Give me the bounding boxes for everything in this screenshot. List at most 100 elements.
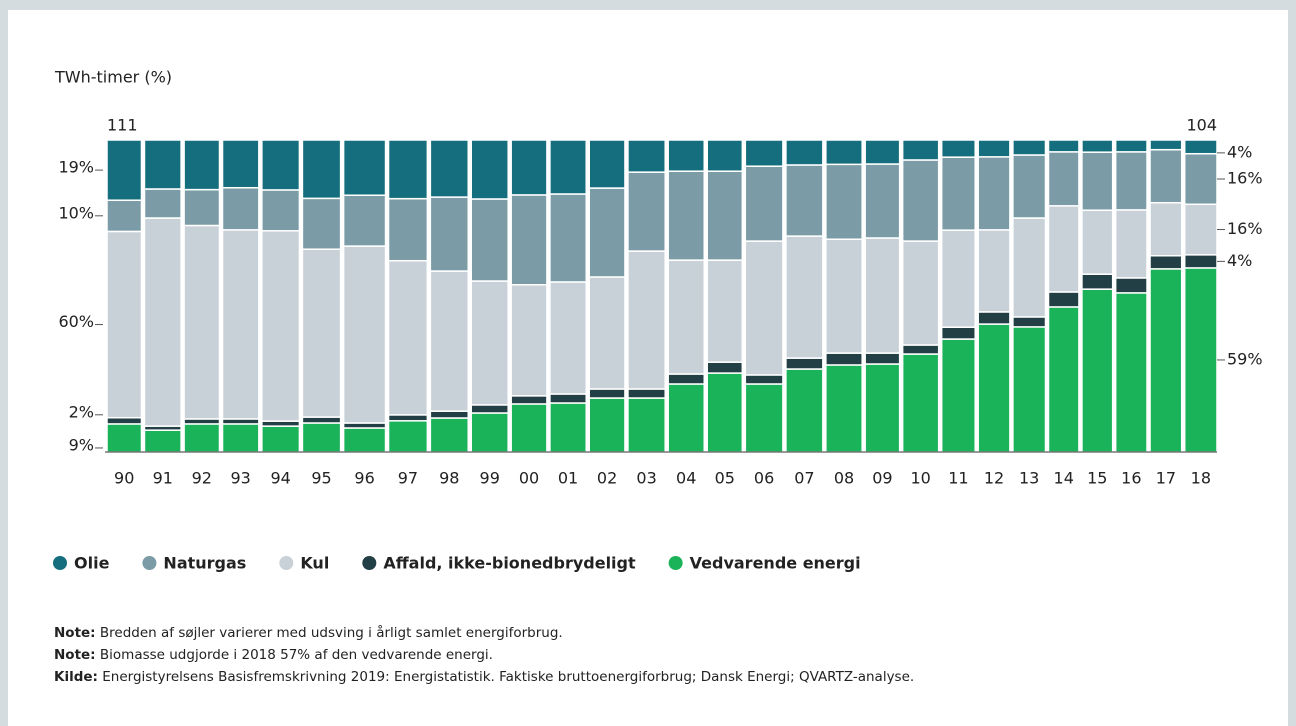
- bar-segment: [1012, 154, 1047, 219]
- legend-swatch: [53, 556, 67, 570]
- legend-swatch: [362, 556, 377, 570]
- y-axis-label: TWh-timer (%): [54, 68, 172, 87]
- bar-segment: [1047, 291, 1080, 308]
- bar-segment: [785, 139, 824, 166]
- bar-segment: [588, 388, 626, 399]
- bar-segment: [977, 229, 1011, 313]
- bar-segment: [1081, 139, 1114, 153]
- note-label: Kilde:: [54, 669, 98, 685]
- bar-segment: [1012, 139, 1047, 156]
- bar-segment: [1047, 205, 1080, 293]
- bar-segment: [977, 323, 1011, 453]
- x-tick-label: 12: [984, 469, 1004, 488]
- bar-segment: [183, 423, 221, 453]
- bar-segment: [1183, 267, 1218, 453]
- bar-segment: [667, 259, 705, 375]
- bar-segment: [510, 194, 548, 286]
- bar-segment: [1081, 288, 1114, 453]
- x-tick-label: 90: [114, 469, 134, 488]
- note-text: Energistyrelsens Basisfremskrivning 2019…: [102, 669, 915, 685]
- bar-segment: [706, 170, 744, 261]
- bar-segment: [667, 383, 705, 453]
- bar-segment: [864, 352, 901, 365]
- bar-segment: [106, 416, 143, 425]
- bar-segment: [470, 412, 509, 453]
- bar-segment: [588, 397, 626, 453]
- bar-segment: [342, 139, 387, 196]
- bar-segment: [785, 164, 824, 237]
- x-tick-label: 96: [354, 469, 374, 488]
- bar-segment: [901, 240, 940, 346]
- bar-segment: [106, 139, 143, 201]
- bar-segment: [588, 187, 626, 278]
- legend-label: Affald, ikke-bionedbrydeligt: [383, 554, 636, 573]
- x-tick-label: 04: [676, 469, 696, 488]
- bar-segment: [1149, 255, 1183, 270]
- bar-segment: [667, 139, 705, 172]
- bar-segment: [940, 229, 976, 328]
- bar-segment: [977, 156, 1011, 231]
- bar-segment: [301, 248, 342, 418]
- bar-segment: [1012, 217, 1047, 318]
- bar-segment: [1081, 273, 1114, 290]
- bar-segment: [864, 163, 901, 239]
- x-tick-label: 09: [872, 469, 892, 488]
- note-label: Note:: [54, 647, 96, 663]
- legend-swatch: [142, 556, 157, 570]
- bar-segment: [1047, 151, 1080, 207]
- bar-segment: [510, 395, 548, 405]
- bar-segment: [549, 402, 587, 453]
- bar-segment: [429, 196, 469, 272]
- bar-segment: [588, 276, 626, 390]
- value-label: 16%: [1227, 219, 1263, 238]
- x-tick-label: 17: [1156, 469, 1176, 488]
- bar-segment: [549, 393, 587, 404]
- bar-segment: [940, 326, 976, 340]
- bar-segment: [706, 139, 744, 172]
- bar-segment: [1183, 139, 1218, 155]
- bar-segment: [627, 397, 666, 453]
- bar-segment: [864, 363, 901, 453]
- x-tick-label: 05: [715, 469, 735, 488]
- bar-segment: [470, 198, 509, 282]
- x-tick-label: 01: [558, 469, 578, 488]
- bar-segment: [261, 139, 301, 191]
- bar-segment: [301, 197, 342, 250]
- x-tick-label: 98: [439, 469, 459, 488]
- value-label: 4%: [1227, 251, 1252, 270]
- bar-segment: [470, 139, 509, 200]
- value-label: 10%: [58, 203, 94, 222]
- notes: Note: Bredden af søjler varierer med uds…: [54, 622, 914, 688]
- bar-segment: [1012, 316, 1047, 328]
- value-label: 2%: [69, 402, 94, 421]
- bar-segment: [183, 139, 221, 191]
- legend-label: Vedvarende energi: [690, 554, 861, 573]
- bar-segment: [744, 139, 784, 167]
- bar-segment: [342, 194, 387, 247]
- note: Note: Biomasse udgjorde i 2018 57% af de…: [54, 644, 914, 666]
- bar-segment: [667, 170, 705, 261]
- bar-segment: [825, 163, 863, 240]
- bar-segment: [706, 259, 744, 363]
- x-tick-label: 18: [1191, 469, 1211, 488]
- bar-segment: [387, 259, 429, 416]
- x-tick-label: 93: [230, 469, 250, 488]
- x-tick-label: 13: [1019, 469, 1039, 488]
- bar-segment: [221, 229, 260, 420]
- legend-swatch: [668, 556, 683, 570]
- bar-segment: [901, 353, 940, 453]
- x-tick-label: 06: [754, 469, 774, 488]
- total-label: 111: [107, 116, 138, 135]
- bar-segment: [429, 270, 469, 412]
- bar-segment: [106, 199, 143, 233]
- bar-segment: [1149, 268, 1183, 453]
- bar-segment: [667, 373, 705, 385]
- bar-segment: [940, 156, 976, 231]
- bar-segment: [183, 224, 221, 420]
- bar-segment: [1149, 201, 1183, 257]
- bar-segment: [744, 165, 784, 242]
- bar-segment: [470, 404, 509, 414]
- bar-segment: [1183, 152, 1218, 206]
- bar-segment: [301, 139, 342, 200]
